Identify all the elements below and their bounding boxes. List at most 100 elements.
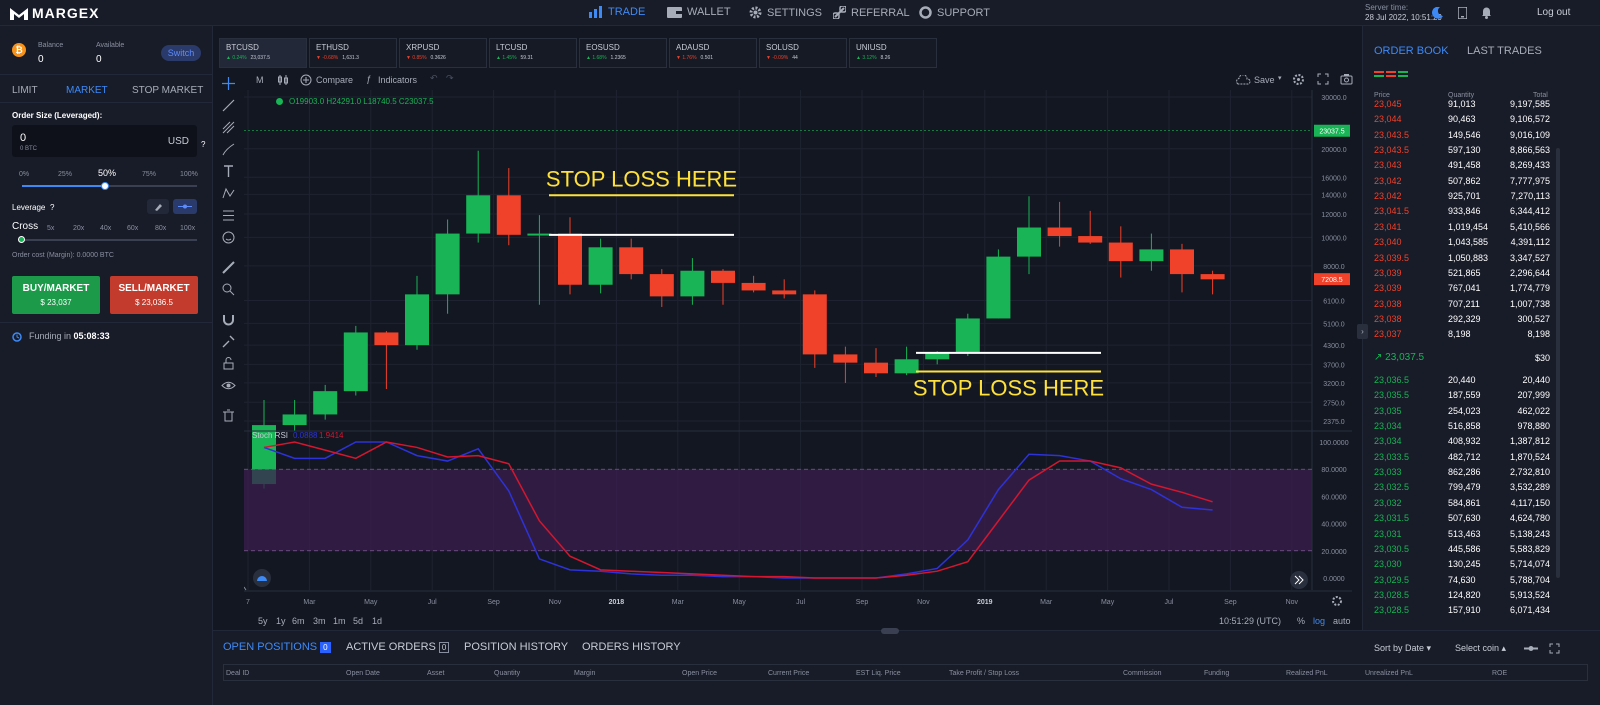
filter-icon[interactable] — [1524, 644, 1538, 653]
lev-60x[interactable]: 60x — [127, 225, 139, 232]
trash-icon[interactable] — [221, 408, 236, 423]
lock-icon[interactable] — [221, 356, 236, 371]
phone-icon[interactable] — [1458, 7, 1467, 19]
logout-button[interactable]: Log out — [1537, 7, 1571, 18]
orderbook-row[interactable]: 23,041 1,019,454 5,410,566 — [1374, 222, 1550, 237]
percent-toggle[interactable]: % — [1297, 616, 1306, 626]
leverage-mode[interactable]: Cross — [12, 221, 39, 232]
pitchfork-icon[interactable] — [221, 120, 236, 135]
leverage-help-icon[interactable]: ? — [50, 203, 55, 212]
tab-market[interactable]: MARKET — [66, 85, 108, 96]
leverage-knob[interactable] — [18, 236, 25, 243]
candle-type-icon[interactable] — [278, 74, 288, 86]
scroll-left-icon[interactable] — [244, 586, 247, 591]
range-1m[interactable]: 1m — [333, 616, 346, 626]
pct-0[interactable]: 0% — [19, 171, 30, 178]
orderbook-row[interactable]: 23,034 516,858 978,880 — [1374, 421, 1550, 436]
ticker-solusd[interactable]: SOLUSD ▼ -0.09% 44 — [759, 38, 847, 68]
range-1d[interactable]: 1d — [372, 616, 383, 626]
tab-stop-market[interactable]: STOP MARKET — [132, 85, 204, 96]
emoji-icon[interactable] — [221, 230, 236, 245]
pct-75[interactable]: 75% — [142, 171, 157, 178]
ticker-xrpusd[interactable]: XRPUSD ▼ 0.85% 0.3626 — [399, 38, 487, 68]
ticker-eosusd[interactable]: EOSUSD ▲ 1.68% 1.2365 — [579, 38, 667, 68]
ruler-icon[interactable] — [221, 260, 236, 275]
compare-button[interactable]: Compare — [316, 75, 354, 85]
orderbook-row[interactable]: 23,039.5 1,050,883 3,347,527 — [1374, 253, 1550, 268]
brush-icon[interactable] — [221, 142, 236, 157]
magnet-icon[interactable] — [221, 312, 236, 327]
trading-view-button[interactable] — [253, 569, 271, 587]
ticker-ethusd[interactable]: ETHUSD ▼ -0.68% 1,631.3 — [309, 38, 397, 68]
leverage-slider[interactable] — [22, 239, 197, 241]
bell-icon[interactable] — [1481, 7, 1492, 19]
orderbook-row[interactable]: 23,044 90,463 9,106,572 — [1374, 114, 1550, 129]
plus-circle-icon[interactable] — [300, 74, 312, 86]
ticker-ltcusd[interactable]: LTCUSD ▲ 1.45% 59.31 — [489, 38, 577, 68]
nav-support[interactable]: SUPPORT — [919, 6, 990, 19]
pct-100[interactable]: 100% — [180, 171, 198, 178]
orderbook-row[interactable]: 23,031 513,463 5,138,243 — [1374, 529, 1550, 544]
indicators-button[interactable]: Indicators — [378, 75, 418, 85]
order-size-slider[interactable] — [22, 185, 197, 187]
range-3m[interactable]: 3m — [313, 616, 326, 626]
orderbook-row[interactable]: 23,043 491,458 8,269,433 — [1374, 160, 1550, 175]
eye-icon[interactable] — [221, 378, 236, 393]
price-chart[interactable]: STOP LOSS HERE STOP LOSS HERE 30000.0 23037… — [244, 90, 1352, 610]
orderbook-row[interactable]: 23,038 707,211 1,007,738 — [1374, 299, 1550, 314]
orderbook-row[interactable]: 23,038 292,329 300,527 — [1374, 314, 1550, 329]
lev-100x[interactable]: 100x — [180, 225, 196, 232]
scroll-to-realtime-button[interactable] — [1290, 571, 1308, 589]
nav-referral[interactable]: REFERRAL — [833, 6, 910, 19]
orderbook-row[interactable]: 23,043.5 149,546 9,016,109 — [1374, 130, 1550, 145]
crosshair-icon[interactable] — [221, 76, 236, 91]
switch-button[interactable]: Switch — [161, 45, 201, 61]
tab-active-orders[interactable]: ACTIVE ORDERS 0 — [346, 641, 450, 653]
logo[interactable]: MARGEX — [10, 5, 99, 21]
interval-button[interactable]: M — [256, 75, 264, 85]
lock-draw-icon[interactable] — [221, 334, 236, 349]
pencil-icon[interactable] — [147, 199, 169, 214]
scrollbar[interactable] — [1556, 148, 1560, 578]
orderbook-row[interactable]: 23,040 1,043,585 4,391,112 — [1374, 237, 1550, 252]
orderbook-row[interactable]: 23,036.5 20,440 20,440 — [1374, 375, 1550, 390]
resize-handle[interactable] — [881, 628, 899, 634]
orderbook-row[interactable]: 23,039 521,865 2,296,644 — [1374, 268, 1550, 283]
orderbook-row[interactable]: 23,045 91,013 9,197,585 — [1374, 99, 1550, 114]
auto-toggle[interactable]: auto — [1333, 616, 1351, 626]
orderbook-row[interactable]: 23,029.5 74,630 5,788,704 — [1374, 575, 1550, 590]
lev-80x[interactable]: 80x — [155, 225, 167, 232]
orderbook-row[interactable]: 23,028.5 157,910 6,071,434 — [1374, 605, 1550, 620]
ticker-uniusd[interactable]: UNIUSD ▲ 3.12% 8.26 — [849, 38, 937, 68]
pattern-icon[interactable] — [221, 186, 236, 201]
orderbook-row[interactable]: 23,032.5 799,479 3,532,289 — [1374, 482, 1550, 497]
orderbook-row[interactable]: 23,033 862,286 2,732,810 — [1374, 467, 1550, 482]
text-icon[interactable] — [221, 164, 236, 179]
orderbook-row[interactable]: 23,033.5 482,712 1,870,524 — [1374, 452, 1550, 467]
range-5d[interactable]: 5d — [353, 616, 364, 626]
pct-25[interactable]: 25% — [58, 171, 73, 178]
nav-settings[interactable]: SETTINGS — [749, 6, 822, 19]
trend-line-icon[interactable] — [221, 98, 236, 113]
buy-market-button[interactable]: BUY/MARKET $ 23,037 — [12, 276, 100, 314]
log-toggle[interactable]: log — [1313, 616, 1326, 626]
slider-knob[interactable] — [101, 182, 109, 190]
measure-icon[interactable] — [221, 208, 236, 223]
tab-last-trades[interactable]: LAST TRADES — [1467, 45, 1542, 57]
orderbook-row[interactable]: 23,034 408,932 1,387,812 — [1374, 436, 1550, 451]
tab-limit[interactable]: LIMIT — [12, 85, 38, 96]
ticker-btcusd[interactable]: BTCUSD ▲ 0.24% 23,037.5 — [219, 38, 307, 68]
orderbook-row[interactable]: 23,028.5 124,820 5,913,524 — [1374, 590, 1550, 605]
coin-dropdown[interactable]: Select coin ▴ — [1455, 643, 1507, 653]
expand-icon[interactable] — [1549, 643, 1560, 654]
sort-dropdown[interactable]: Sort by Date ▾ — [1374, 643, 1432, 653]
tab-position-history[interactable]: POSITION HISTORY — [464, 641, 569, 653]
redo-icon[interactable]: ↷ — [446, 73, 454, 83]
help-icon[interactable]: ? — [201, 140, 206, 149]
axis-settings-icon[interactable] — [1332, 596, 1342, 606]
orderbook-row[interactable]: 23,043.5 597,130 8,866,563 — [1374, 145, 1550, 160]
fullscreen-icon[interactable] — [1317, 73, 1329, 85]
tab-order-book[interactable]: ORDER BOOK — [1374, 45, 1449, 57]
zoom-icon[interactable] — [221, 282, 236, 297]
settings-icon[interactable] — [1292, 73, 1305, 86]
